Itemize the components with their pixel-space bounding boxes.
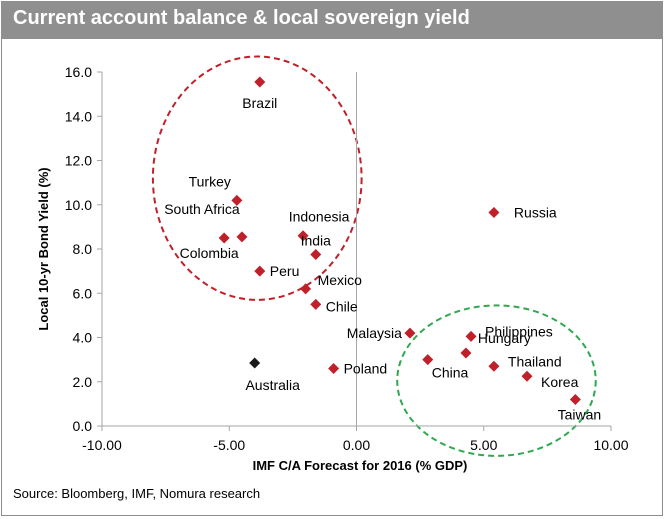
annotation-layer xyxy=(151,55,597,457)
source-note: Source: Bloomberg, IMF, Nomura research xyxy=(13,486,261,501)
label-thailand: Thailand xyxy=(508,353,562,369)
point-hungary xyxy=(460,347,472,359)
label-russia: Russia xyxy=(514,204,557,220)
point-philippines xyxy=(465,330,477,342)
point-colombia xyxy=(218,232,230,244)
point-malaysia xyxy=(404,327,416,339)
x-axis-label: IMF C/A Forecast for 2016 (% GDP) xyxy=(253,458,468,473)
green-dashed-ellipse xyxy=(396,304,597,457)
label-south-africa: South Africa xyxy=(164,201,240,217)
label-china: China xyxy=(432,365,469,381)
point-russia xyxy=(488,206,500,218)
label-indonesia: Indonesia xyxy=(289,209,350,225)
point-thailand xyxy=(488,360,500,372)
point-turkey xyxy=(231,194,243,206)
chart-title: Current account balance & local sovereig… xyxy=(13,7,470,29)
label-brazil: Brazil xyxy=(242,95,277,111)
data-points xyxy=(218,76,581,405)
x-tick-label: 0.00 xyxy=(343,437,370,453)
axes: 0.0 2.0 4.0 6.0 8.0 10.0 12.0 14.0 16.0 -10.00 -5.… xyxy=(65,64,629,453)
y-tick-label: 6.0 xyxy=(73,285,93,301)
title-bar: Current account balance & local sovereig… xyxy=(1,1,663,39)
point-india xyxy=(310,249,322,261)
x-tick-label: 5.00 xyxy=(470,437,497,453)
label-philippines: Philippines xyxy=(485,323,553,339)
y-tick-label: 14.0 xyxy=(65,108,92,124)
point-brazil xyxy=(254,76,266,88)
point-peru xyxy=(254,265,266,277)
label-peru: Peru xyxy=(270,263,300,279)
point-indonesia xyxy=(297,230,309,242)
label-poland: Poland xyxy=(344,360,388,376)
point-australia xyxy=(249,357,261,369)
y-tick-label: 0.0 xyxy=(73,418,93,434)
label-chile: Chile xyxy=(326,298,358,314)
x-tick-label: -5.00 xyxy=(213,437,245,453)
label-taiwan: Taiwan xyxy=(558,406,602,422)
x-tick-label: 10.00 xyxy=(593,437,628,453)
y-tick-label: 12.0 xyxy=(65,153,92,169)
label-australia: Australia xyxy=(245,377,300,393)
label-mexico: Mexico xyxy=(318,272,363,288)
y-tick-label: 16.0 xyxy=(65,64,92,80)
y-axis-label: Local 10-yr Bond Yield (%) xyxy=(36,167,51,330)
label-india: India xyxy=(301,233,332,249)
point-taiwan xyxy=(569,393,581,405)
red-dashed-ellipse xyxy=(151,55,363,301)
label-malaysia: Malaysia xyxy=(347,325,402,341)
label-colombia: Colombia xyxy=(180,245,239,261)
point-korea xyxy=(521,370,533,382)
y-tick-label: 10.0 xyxy=(65,197,92,213)
y-tick-label: 4.0 xyxy=(73,330,93,346)
y-tick-label: 8.0 xyxy=(73,241,93,257)
label-korea: Korea xyxy=(541,374,579,390)
label-hungary: Hungary xyxy=(478,330,531,346)
point-china xyxy=(422,354,434,366)
y-tick-label: 2.0 xyxy=(73,374,93,390)
point-chile xyxy=(310,298,322,310)
point-poland xyxy=(328,362,340,374)
x-tick-label: -10.00 xyxy=(82,437,122,453)
point-labels: Brazil Turkey South Africa Colombia Indonesi… xyxy=(164,95,601,422)
point-south-africa xyxy=(236,231,248,243)
point-mexico xyxy=(300,283,312,295)
label-turkey: Turkey xyxy=(189,173,231,189)
